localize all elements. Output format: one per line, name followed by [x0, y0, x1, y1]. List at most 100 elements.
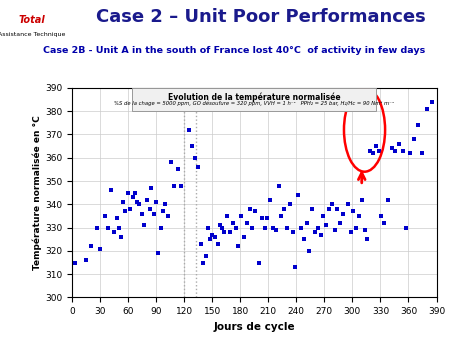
- Point: [352, 225, 360, 230]
- Point: [280, 206, 288, 212]
- Point: [350, 209, 357, 214]
- Point: [261, 225, 268, 230]
- Point: [309, 206, 316, 212]
- Point: [224, 213, 231, 219]
- Point: [344, 201, 351, 207]
- Point: [207, 237, 214, 242]
- Point: [82, 258, 90, 263]
- Point: [232, 225, 239, 230]
- Point: [108, 188, 115, 193]
- Point: [157, 225, 164, 230]
- Point: [110, 230, 117, 235]
- Point: [347, 230, 354, 235]
- Point: [300, 237, 307, 242]
- Point: [94, 225, 101, 230]
- Point: [317, 232, 324, 237]
- Point: [96, 246, 104, 251]
- Point: [216, 222, 223, 228]
- Text: Total: Total: [18, 15, 45, 25]
- Point: [264, 216, 271, 221]
- Point: [226, 230, 234, 235]
- Point: [159, 209, 166, 214]
- Point: [243, 220, 250, 226]
- Point: [339, 211, 346, 216]
- Point: [219, 225, 226, 230]
- Point: [120, 199, 127, 205]
- Point: [303, 220, 310, 226]
- Point: [402, 225, 409, 230]
- Point: [180, 92, 188, 98]
- Point: [275, 183, 282, 188]
- Y-axis label: Température normalisée en °C: Température normalisée en °C: [33, 115, 42, 270]
- Point: [255, 260, 262, 265]
- Point: [131, 190, 138, 195]
- Point: [314, 225, 321, 230]
- Point: [367, 148, 374, 153]
- Point: [125, 190, 132, 195]
- Text: Case 2 – Unit Poor Performances: Case 2 – Unit Poor Performances: [96, 8, 426, 26]
- Point: [199, 260, 207, 265]
- Point: [334, 206, 341, 212]
- Point: [148, 185, 155, 191]
- Point: [136, 201, 143, 207]
- Point: [284, 225, 291, 230]
- Point: [399, 148, 406, 153]
- Point: [325, 206, 333, 212]
- Point: [151, 211, 158, 216]
- FancyBboxPatch shape: [132, 88, 376, 111]
- Point: [202, 253, 209, 258]
- Point: [170, 183, 177, 188]
- Point: [278, 213, 285, 219]
- Point: [372, 143, 379, 149]
- Point: [249, 225, 256, 230]
- Point: [113, 216, 121, 221]
- Point: [115, 225, 122, 230]
- Point: [258, 216, 265, 221]
- Point: [194, 164, 202, 170]
- Point: [388, 146, 395, 151]
- Point: [306, 248, 313, 254]
- Point: [140, 222, 148, 228]
- Point: [292, 264, 299, 270]
- Point: [289, 230, 296, 235]
- Point: [414, 122, 421, 128]
- Point: [378, 213, 385, 219]
- Point: [146, 206, 153, 212]
- Point: [286, 201, 293, 207]
- Point: [320, 213, 327, 219]
- Point: [337, 220, 344, 226]
- Point: [361, 227, 368, 233]
- Text: %S de la chage = 5000 ppm, GO désoufure = 320 ppm, VVH = 1 h⁻¹   PPH₂ = 25 bar, : %S de la chage = 5000 ppm, GO désoufure …: [114, 100, 394, 106]
- Point: [381, 220, 388, 226]
- Point: [174, 167, 181, 172]
- Point: [384, 197, 392, 202]
- Point: [423, 106, 431, 112]
- Point: [185, 127, 193, 132]
- X-axis label: Jours de cycle: Jours de cycle: [213, 322, 295, 332]
- Point: [323, 222, 330, 228]
- Point: [396, 141, 403, 146]
- Point: [240, 234, 248, 240]
- Point: [221, 230, 228, 235]
- Point: [235, 243, 242, 249]
- Point: [364, 237, 371, 242]
- Point: [356, 213, 363, 219]
- Point: [165, 213, 172, 219]
- Point: [419, 150, 426, 156]
- Point: [407, 150, 414, 156]
- Point: [143, 197, 150, 202]
- Point: [126, 206, 134, 212]
- Point: [252, 209, 259, 214]
- Text: Case 2B - Unit A in the south of France lost 40°C  of activity in few days: Case 2B - Unit A in the south of France …: [43, 46, 425, 55]
- Point: [104, 225, 111, 230]
- Point: [188, 143, 195, 149]
- Point: [198, 241, 205, 247]
- Point: [178, 183, 185, 188]
- Point: [87, 243, 94, 249]
- Point: [238, 213, 245, 219]
- Point: [311, 230, 319, 235]
- Point: [117, 234, 124, 240]
- Point: [266, 197, 274, 202]
- Point: [129, 195, 136, 200]
- Point: [162, 201, 169, 207]
